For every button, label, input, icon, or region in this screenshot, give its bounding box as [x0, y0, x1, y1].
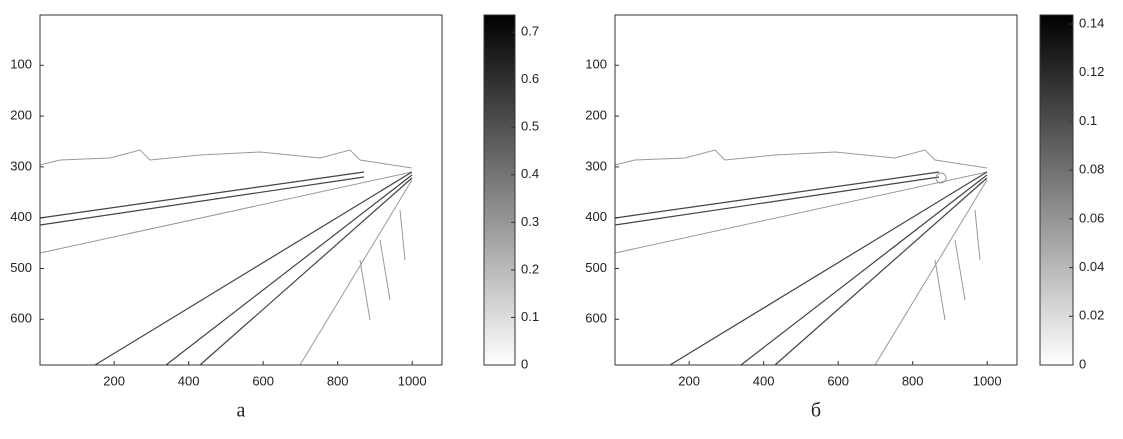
y-tick-label: 400 [10, 209, 32, 224]
colorbar-tick-label: 0.6 [521, 71, 539, 86]
x-tick-label: 200 [103, 373, 125, 388]
x-tick-label: 200 [678, 373, 700, 388]
colorbar [1040, 15, 1073, 365]
colorbar-tick-label: 0.12 [1079, 64, 1104, 79]
caption: а [237, 400, 246, 422]
colorbar-tick-label: 0.08 [1079, 162, 1104, 177]
y-tick-label: 100 [585, 57, 607, 72]
y-tick-label: 600 [585, 311, 607, 326]
colorbar-tick-label: 0.5 [521, 119, 539, 134]
colorbar-tick-label: 0.1 [521, 309, 539, 324]
x-tick-label: 600 [252, 373, 274, 388]
colorbar-tick-label: 0.04 [1079, 259, 1104, 274]
y-tick-label: 300 [10, 158, 32, 173]
y-tick-label: 200 [585, 108, 607, 123]
x-tick-label: 400 [178, 373, 200, 388]
colorbar-tick-label: 0.4 [521, 166, 539, 181]
x-tick-label: 400 [753, 373, 775, 388]
x-tick-label: 1000 [973, 373, 1002, 388]
colorbar-tick-label: 0.02 [1079, 308, 1104, 323]
figure: а б 200400600800100010020030040050060000… [0, 0, 1123, 439]
x-tick-label: 800 [902, 373, 924, 388]
colorbar-tick-label: 0.2 [521, 261, 539, 276]
y-tick-label: 500 [585, 260, 607, 275]
y-tick-label: 200 [10, 108, 32, 123]
y-tick-label: 100 [10, 57, 32, 72]
colorbar-tick-label: 0.06 [1079, 210, 1104, 225]
y-tick-label: 600 [10, 311, 32, 326]
colorbar-tick-label: 0.3 [521, 214, 539, 229]
caption: б [811, 400, 821, 422]
colorbar [484, 15, 515, 365]
x-tick-label: 600 [827, 373, 849, 388]
y-tick-label: 500 [10, 260, 32, 275]
colorbar-tick-label: 0.1 [1079, 113, 1097, 128]
y-tick-label: 400 [585, 209, 607, 224]
colorbar-tick-label: 0 [521, 356, 528, 371]
y-tick-label: 300 [585, 158, 607, 173]
colorbar-tick-label: 0.7 [521, 24, 539, 39]
x-tick-label: 1000 [398, 373, 427, 388]
colorbar-tick-label: 0.14 [1079, 15, 1104, 30]
colorbar-tick-label: 0 [1079, 356, 1086, 371]
x-tick-label: 800 [327, 373, 349, 388]
